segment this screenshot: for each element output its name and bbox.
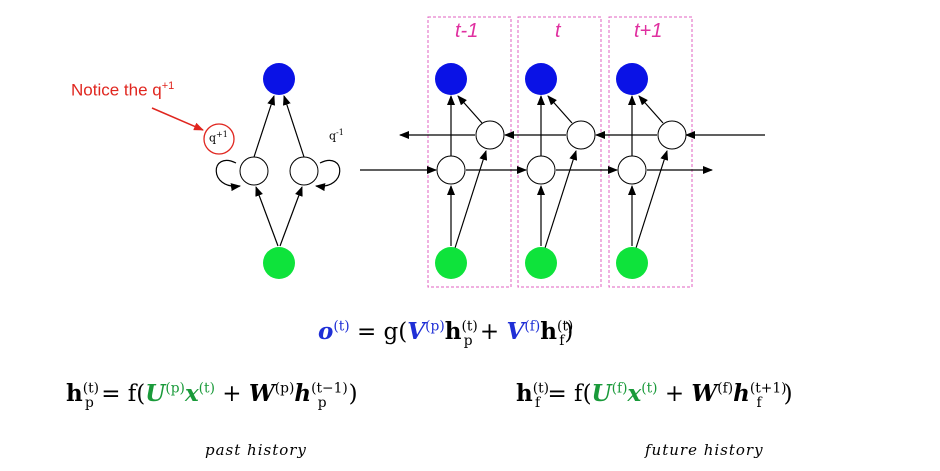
step-t xyxy=(525,63,596,279)
frame-t-plus-1 xyxy=(608,16,693,288)
folded-network xyxy=(151,63,341,279)
loop-label-left: q+1 xyxy=(209,130,228,145)
time-label-t-minus-1: t-1 xyxy=(455,20,479,42)
past-history-label: past history xyxy=(205,441,307,459)
highlight-circle xyxy=(203,123,235,155)
output-node xyxy=(263,63,295,95)
time-label-t-plus-1: t+1 xyxy=(634,20,663,42)
past-equation: h(t)p = f(U(p)x(t) + W(p)h(t−1)p) xyxy=(66,380,358,411)
hidden-node-past xyxy=(239,156,269,186)
frame-t-minus-1 xyxy=(427,16,512,288)
output-equation: o(t) = g(V(p)h(t)p + V(f)h(t)f) xyxy=(318,318,574,349)
backward-loop xyxy=(315,159,341,192)
future-history-label: future history xyxy=(645,441,764,459)
annotation-notice: Notice the q+1 xyxy=(71,80,174,101)
input-node xyxy=(263,247,295,279)
annotation-text: Notice the q xyxy=(71,80,162,100)
unfolded-network xyxy=(360,16,765,288)
annotation-sup: +1 xyxy=(161,80,175,92)
forward-loop xyxy=(215,159,241,192)
annotation-arrow xyxy=(151,107,204,131)
frame-t xyxy=(517,16,602,288)
step-t-plus-1 xyxy=(616,63,687,279)
brnn-diagram xyxy=(151,16,765,288)
hidden-node-future xyxy=(289,156,319,186)
future-equation: h(t)f = f(U(f)x(t) + W(f)h(t+1)f) xyxy=(516,380,793,411)
time-label-t: t xyxy=(555,20,561,42)
step-t-minus-1 xyxy=(435,63,505,279)
loop-label-right: q-1 xyxy=(329,128,344,143)
